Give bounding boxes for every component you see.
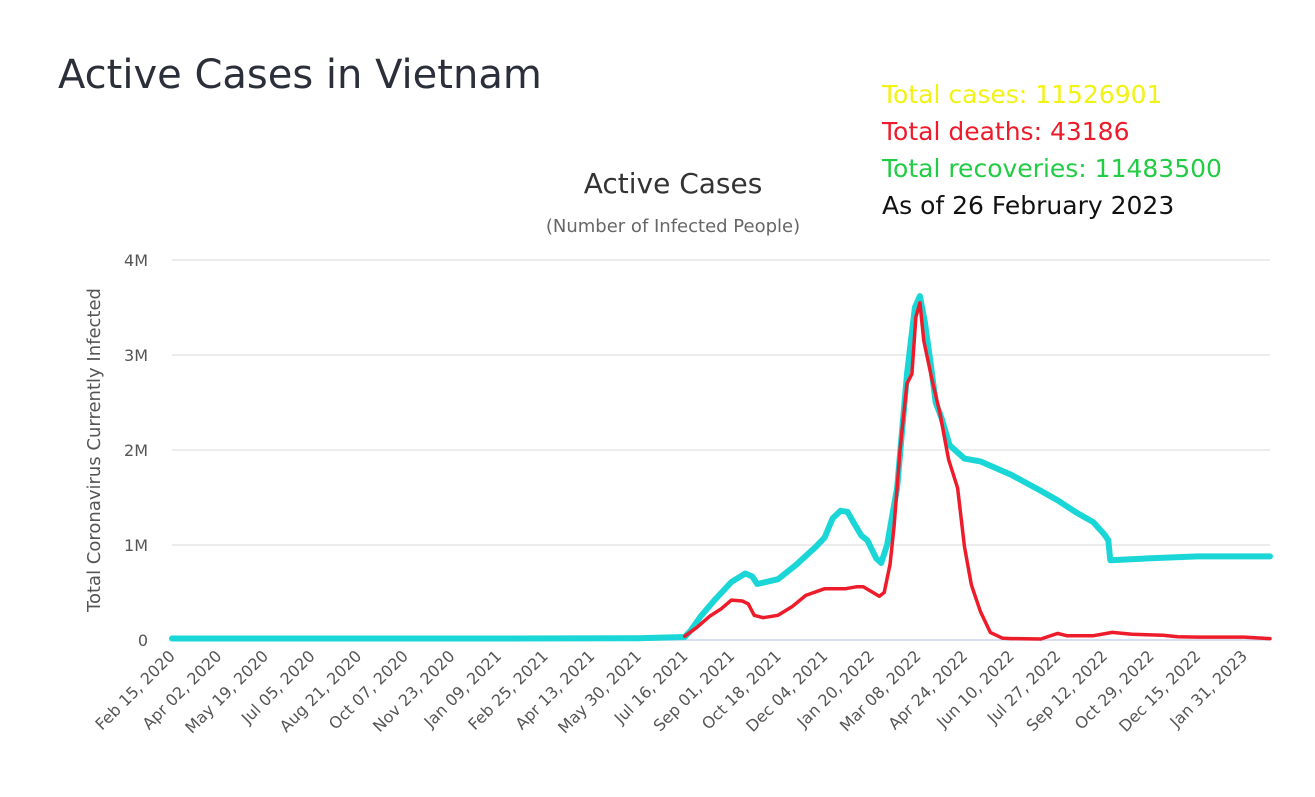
x-tick-label: Feb 15, 2020 — [91, 646, 178, 733]
y-axis-label: Total Coronavirus Currently Infected — [84, 288, 105, 613]
y-tick-label: 0 — [138, 631, 148, 650]
total-recoveries-text: Total recoveries: 11483500 — [882, 154, 1222, 183]
x-tick-label: Dec 04, 2021 — [742, 646, 831, 735]
x-tick-label: Aug 21, 2020 — [276, 646, 366, 736]
total-deaths-text: Total deaths: 43186 — [882, 117, 1130, 146]
as-of-date-text: As of 26 February 2023 — [882, 191, 1175, 220]
series-lines — [169, 293, 1273, 642]
x-tick-label: Mar 08, 2022 — [836, 646, 925, 735]
x-tick-label: Sep 01, 2021 — [650, 646, 739, 735]
x-tick-label: May 19, 2020 — [181, 646, 272, 737]
totals-panel: Total cases: 11526901 Total deaths: 4318… — [882, 76, 1222, 224]
x-tick-label: Nov 23, 2020 — [369, 646, 458, 735]
total-cases-text: Total cases: 11526901 — [882, 80, 1163, 109]
chart-title: Active Cases — [583, 167, 763, 200]
red-series-line — [683, 301, 1272, 641]
x-tick-label: Dec 15, 2022 — [1115, 646, 1204, 735]
y-tick-label: 2M — [124, 441, 148, 460]
gridlines — [172, 259, 1270, 641]
y-tick-label: 3M — [124, 346, 148, 365]
y-tick-label: 4M — [124, 251, 148, 270]
x-tick-label: Sep 12, 2022 — [1022, 646, 1111, 735]
page-title: Active Cases in Vietnam — [58, 52, 542, 98]
x-tick-label: May 30, 2021 — [554, 646, 645, 737]
y-axis-ticks: 0 1M 2M 3M 4M — [124, 251, 148, 650]
active-cases-line — [169, 293, 1273, 642]
chart-subtitle: (Number of Infected People) — [545, 216, 801, 237]
y-tick-label: 1M — [124, 536, 148, 555]
